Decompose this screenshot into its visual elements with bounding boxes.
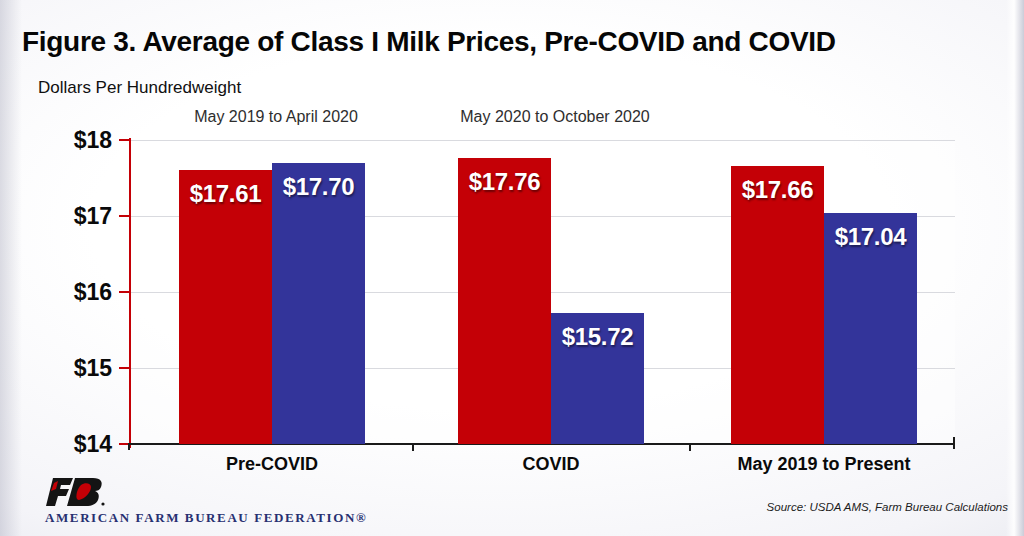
x-axis-start-tick bbox=[128, 445, 130, 450]
y-tick-label: $17 bbox=[40, 202, 112, 230]
bar-red-series-covid: $17.76 bbox=[458, 158, 551, 444]
y-axis-tick-$16 bbox=[119, 291, 129, 293]
y-axis-tick-$15 bbox=[119, 367, 129, 369]
fb-logo-icon bbox=[45, 477, 119, 507]
y-axis-line bbox=[129, 138, 131, 448]
category-label-pre-covid: Pre-COVID bbox=[132, 454, 412, 475]
milk-prices-bar-chart: $14 $15 $16 $17 $18 $17.61$17.70 Pre-COVID $17.… bbox=[0, 0, 1024, 536]
period-annotation: May 2020 to October 2020 bbox=[415, 108, 695, 126]
category-label-may-2019-to-present: May 2019 to Present bbox=[684, 454, 964, 475]
category-label-covid: COVID bbox=[411, 454, 691, 475]
bar-value-label: $17.70 bbox=[272, 173, 365, 201]
y-axis-tick-$17 bbox=[119, 215, 129, 217]
x-axis-end-tick bbox=[953, 437, 955, 449]
y-axis-tick-$18 bbox=[119, 139, 129, 141]
afbf-logo-text: AMERICAN FARM BUREAU FEDERATION® bbox=[45, 510, 375, 526]
y-tick-label: $16 bbox=[40, 278, 112, 306]
bar-value-label: $17.76 bbox=[458, 168, 551, 196]
y-tick-label: $18 bbox=[40, 126, 112, 154]
source-note: Source: USDA AMS, Farm Bureau Calculatio… bbox=[678, 501, 1008, 513]
afbf-logo: AMERICAN FARM BUREAU FEDERATION® bbox=[45, 477, 375, 526]
bar-value-label: $15.72 bbox=[551, 323, 644, 351]
bar-value-label: $17.04 bbox=[824, 223, 917, 251]
y-tick-label: $14 bbox=[40, 430, 112, 458]
bar-blue-series-may-2019-to-present: $17.04 bbox=[824, 213, 917, 444]
bar-red-series-pre-covid: $17.61 bbox=[179, 170, 272, 444]
bar-value-label: $17.66 bbox=[731, 176, 824, 204]
x-axis-boundary-tick bbox=[689, 445, 691, 451]
bar-blue-series-pre-covid: $17.70 bbox=[272, 163, 365, 444]
period-annotation: May 2019 to April 2020 bbox=[136, 108, 416, 126]
bar-blue-series-covid: $15.72 bbox=[551, 313, 644, 444]
y-gridline-$18 bbox=[130, 140, 955, 141]
y-tick-label: $15 bbox=[40, 354, 112, 382]
x-axis-boundary-tick bbox=[412, 445, 414, 451]
bar-value-label: $17.61 bbox=[179, 180, 272, 208]
slide-background: Figure 3. Average of Class I Milk Prices… bbox=[0, 0, 1024, 536]
bar-red-series-may-2019-to-present: $17.66 bbox=[731, 166, 824, 444]
